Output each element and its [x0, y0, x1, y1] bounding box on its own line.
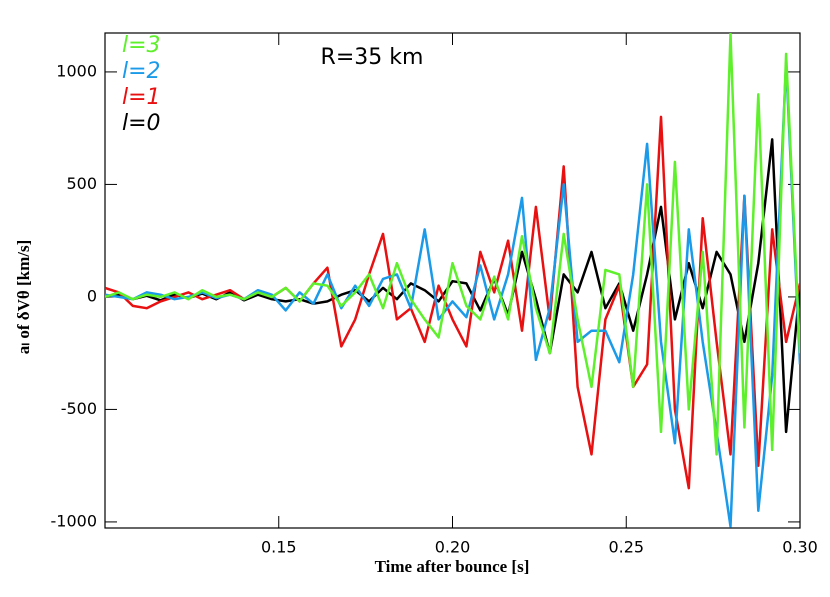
x-axis-label: Time after bounce [s] [375, 557, 530, 576]
legend-label: l=0 [122, 111, 161, 136]
x-tick-label: 0.15 [261, 538, 297, 557]
x-tick-label: 0.30 [782, 538, 818, 557]
y-tick-label: -500 [61, 399, 97, 418]
series-line [105, 115, 800, 490]
series-line [105, 33, 800, 456]
y-axis-label: aₗ of δVθ [km/s] [14, 240, 33, 354]
annotation: R=35 km [321, 45, 424, 70]
y-tick-label: 0 [87, 286, 97, 305]
legend-label: l=1 [122, 85, 161, 110]
y-tick-label: 500 [66, 174, 97, 193]
legend-label: l=3 [122, 33, 161, 58]
y-tick-label: 1000 [56, 61, 97, 80]
y-tick-label: -1000 [51, 511, 98, 530]
x-tick-label: 0.25 [608, 538, 644, 557]
x-tick-label: 0.20 [435, 538, 471, 557]
legend-label: l=2 [122, 59, 161, 84]
